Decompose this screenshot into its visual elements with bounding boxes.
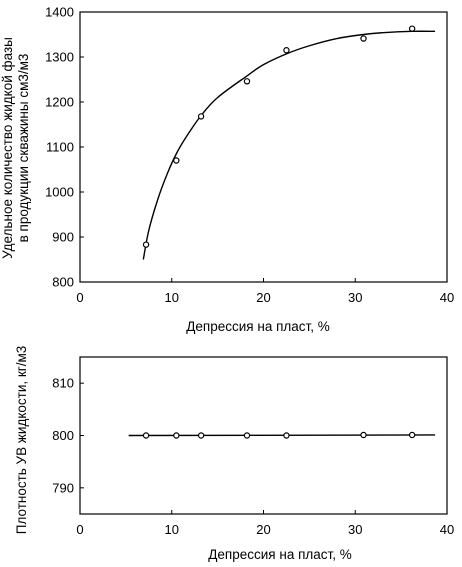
- data-point: [197, 432, 205, 439]
- x-tick-label: 10: [165, 522, 179, 537]
- plot-frame-top: [79, 11, 448, 283]
- data-point: [173, 157, 180, 164]
- y-tick-label: 1300: [45, 50, 74, 65]
- data-point: [283, 432, 290, 439]
- y-axis-label-bottom: Плотность УВ жидкости, кг/м3: [14, 346, 29, 535]
- x-axis-label-top: Депрессия на пласт, %: [186, 319, 329, 334]
- fit-line-bottom: [128, 434, 436, 437]
- data-point: [173, 432, 180, 439]
- tick-marks-top: [79, 11, 448, 283]
- x-tick-label: 30: [348, 290, 362, 305]
- x-tick-label: 40: [440, 290, 454, 305]
- chart-top: 0 10 20 30 40 800 900 1000 1100 1200 1300 1400 Деп…: [0, 5, 454, 335]
- y-tick-label: 1000: [45, 185, 74, 200]
- y-tick-label: 1400: [45, 5, 74, 20]
- data-point: [142, 241, 150, 248]
- y-tick-labels-top: 800 900 1000 1100 1200 1300 1400: [45, 5, 74, 290]
- y-tick-label: 790: [52, 480, 74, 495]
- y-tick-label: 800: [52, 428, 74, 443]
- x-tick-label: 40: [440, 522, 454, 537]
- y-tick-label: 900: [52, 230, 74, 245]
- data-point: [142, 432, 150, 439]
- x-tick-label: 20: [256, 522, 270, 537]
- tick-marks-bottom: [79, 382, 448, 514]
- data-points-top: [142, 25, 416, 248]
- x-tick-label: 0: [76, 290, 83, 305]
- y-tick-label: 800: [52, 275, 74, 290]
- fit-curve-top: [142, 30, 436, 260]
- y-axis-label-top-line1: Удельное количество жидкой фазы: [0, 37, 15, 259]
- data-points-bottom: [142, 431, 416, 439]
- y-tick-labels-bottom: 790 800 810: [52, 376, 74, 496]
- chart-bottom: 0 10 20 30 40 790 800 810 Депрессия на пласт, …: [14, 346, 454, 562]
- x-tick-label: 10: [165, 290, 179, 305]
- data-point: [408, 25, 416, 32]
- x-tick-labels-top: 0 10 20 30 40: [76, 290, 454, 305]
- x-tick-label: 30: [348, 522, 362, 537]
- data-point: [408, 431, 416, 439]
- x-tick-labels-bottom: 0 10 20 30 40: [76, 522, 454, 537]
- y-tick-label: 1200: [45, 95, 74, 110]
- data-point: [360, 431, 367, 439]
- x-tick-label: 0: [76, 522, 83, 537]
- y-tick-label: 1100: [46, 140, 74, 155]
- x-tick-label: 20: [256, 290, 270, 305]
- data-point: [243, 432, 251, 439]
- y-axis-label-top-line2: в продукции скважины см3/м3: [16, 54, 31, 243]
- data-point: [360, 35, 367, 42]
- data-point: [243, 78, 251, 85]
- y-tick-label: 810: [52, 376, 74, 391]
- data-point: [197, 113, 205, 120]
- x-axis-label-bottom: Депрессия на пласт, %: [208, 547, 351, 562]
- data-point: [283, 47, 290, 54]
